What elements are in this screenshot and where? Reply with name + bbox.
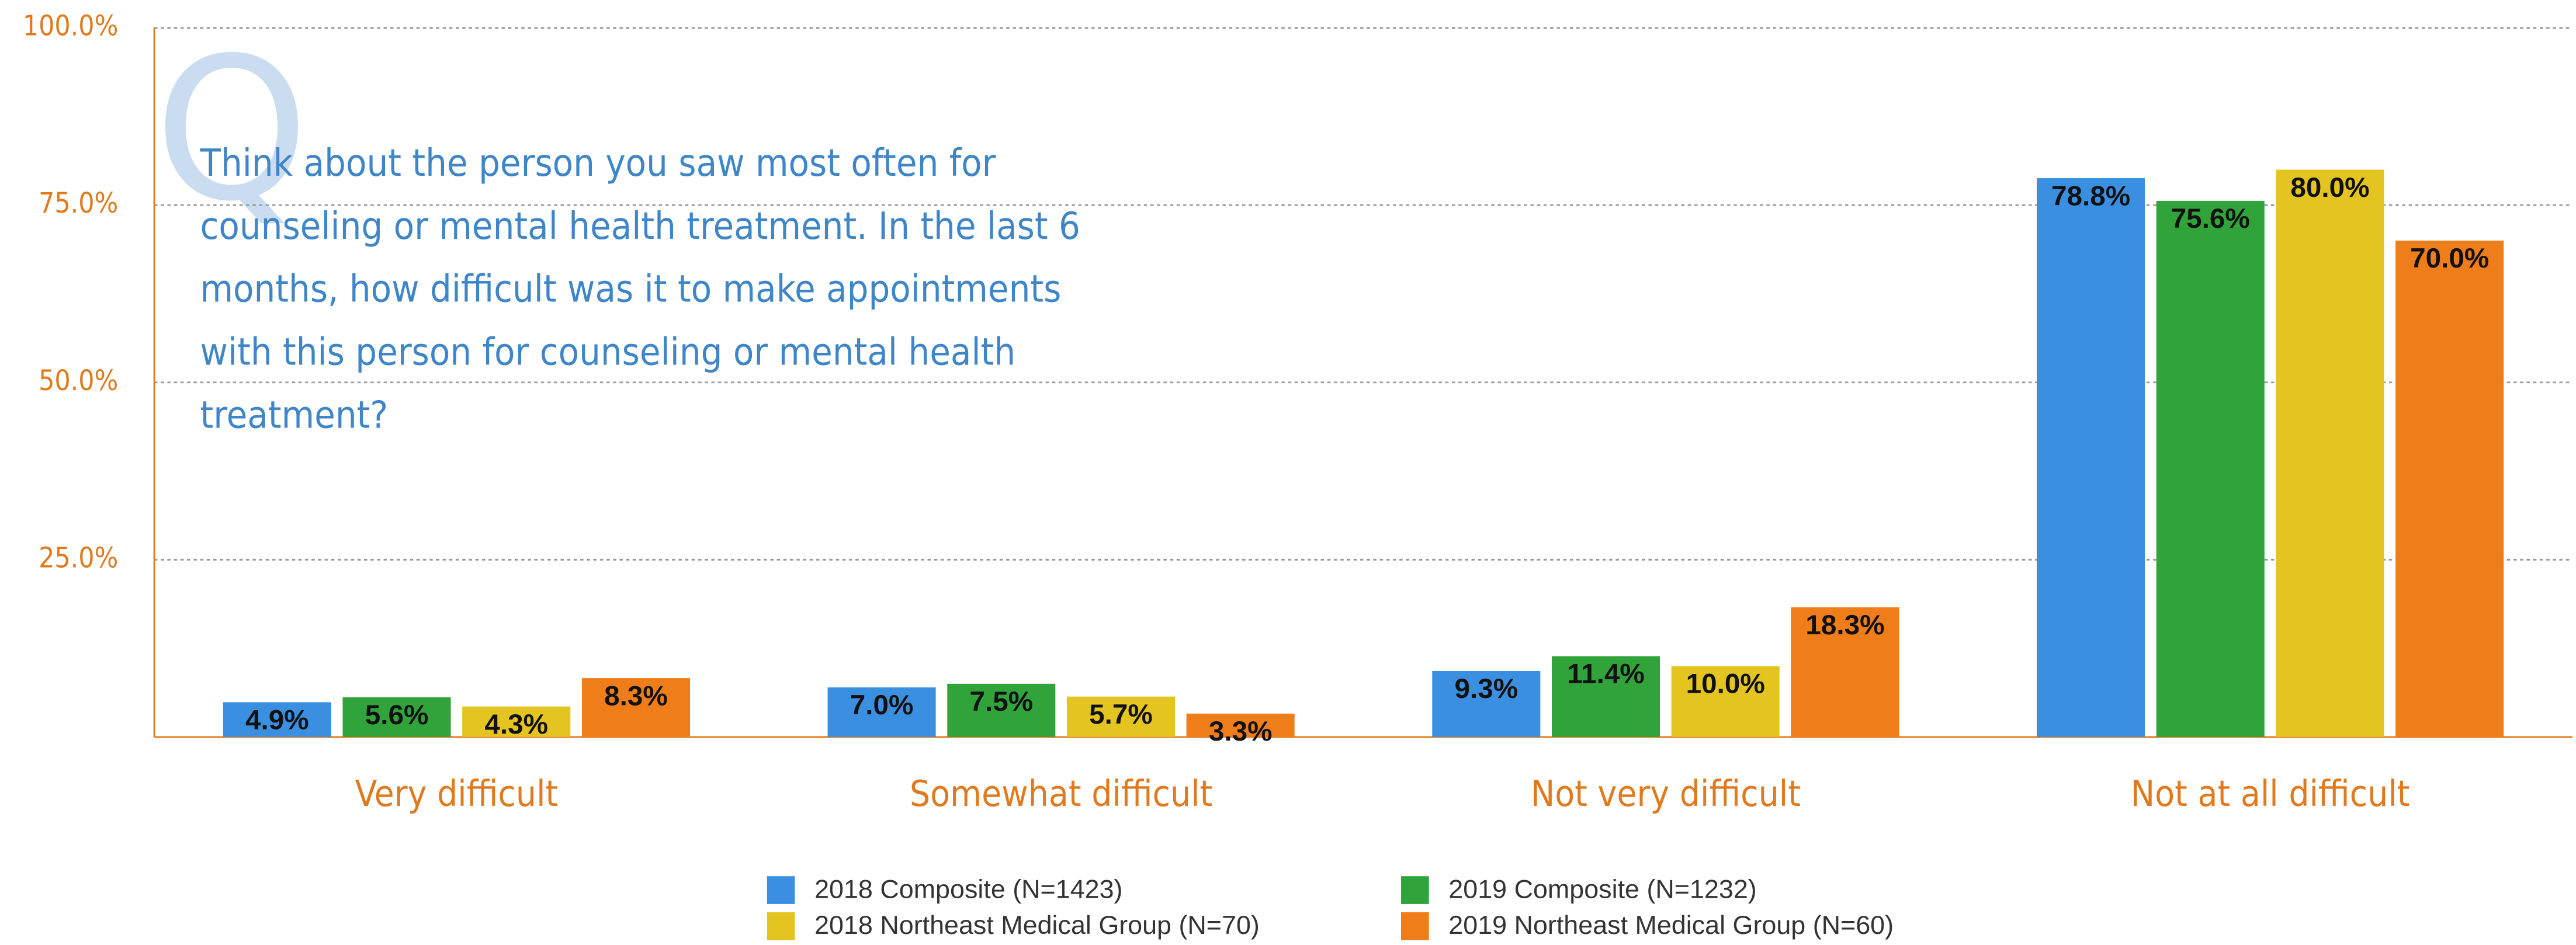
bar: [342, 697, 451, 737]
legend-label: 2018 Composite (N=1423): [814, 874, 1122, 904]
question-text: months, how difficult was it to make app…: [200, 267, 1062, 311]
value-label: 7.0%: [850, 690, 914, 721]
bar: [947, 683, 1056, 737]
bar: [1791, 607, 1899, 737]
legend-swatch: [1400, 912, 1429, 940]
question-text: Think about the person you saw most ofte…: [200, 141, 996, 185]
bar: [1432, 670, 1541, 737]
bar: [827, 687, 936, 737]
question-text: with this person for counseling or menta…: [200, 331, 1016, 374]
value-label: 70.0%: [2410, 243, 2489, 274]
bar: [462, 706, 571, 737]
bar: [1066, 696, 1176, 737]
bar: [1551, 656, 1660, 737]
value-label: 5.6%: [365, 700, 429, 731]
y-tick-label: 25.0%: [39, 542, 118, 574]
value-label: 3.3%: [1209, 716, 1273, 747]
value-label: 4.3%: [484, 709, 548, 740]
legend-label: 2019 Northeast Medical Group (N=60): [1448, 910, 1894, 940]
bar: [581, 678, 690, 737]
q-icon: Q: [154, 16, 309, 245]
legend-swatch: [767, 912, 795, 940]
bar: [223, 702, 331, 737]
x-tick-label: Very difficult: [355, 773, 558, 815]
value-label: 10.0%: [1686, 669, 1765, 700]
legend-swatch: [767, 876, 795, 904]
question-text: treatment?: [200, 394, 389, 437]
value-label: 18.3%: [1805, 610, 1884, 641]
value-label: 75.6%: [2171, 203, 2250, 234]
legend-swatch: [1400, 876, 1429, 904]
y-tick-label: 75.0%: [39, 187, 118, 220]
bar: [1186, 713, 1295, 737]
bar: [1671, 666, 1780, 737]
x-tick-label: Somewhat difficult: [910, 773, 1213, 815]
value-label: 5.7%: [1089, 699, 1153, 730]
value-label: 4.9%: [245, 705, 309, 736]
y-tick-label: 100.0%: [23, 11, 118, 43]
bar: [2276, 169, 2384, 737]
value-label: 7.5%: [969, 686, 1033, 717]
bar: [2037, 178, 2145, 737]
legend-label: 2018 Northeast Medical Group (N=70): [814, 910, 1260, 940]
x-tick-label: Not at all difficult: [2131, 773, 2410, 815]
value-label: 80.0%: [2290, 172, 2369, 203]
legend-label: 2019 Composite (N=1232): [1448, 874, 1756, 904]
value-label: 78.8%: [2051, 180, 2130, 211]
question-text: counseling or mental health treatment. I…: [200, 204, 1080, 248]
y-tick-label: 50.0%: [39, 365, 118, 397]
bar: [2395, 240, 2504, 737]
x-tick-label: Not very difficult: [1531, 773, 1801, 815]
value-label: 8.3%: [604, 680, 668, 711]
bar: [2156, 200, 2265, 737]
value-label: 9.3%: [1454, 673, 1518, 704]
value-label: 11.4%: [1567, 659, 1645, 690]
